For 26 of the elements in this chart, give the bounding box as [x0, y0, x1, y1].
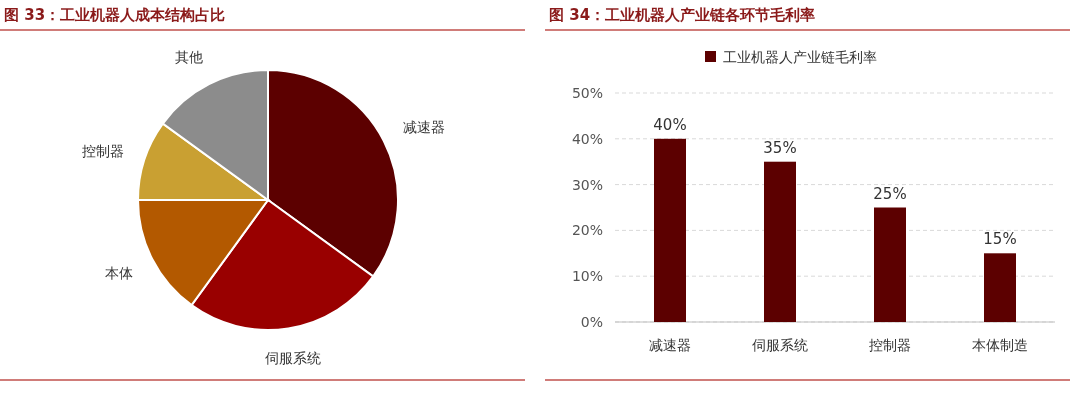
- chart-title: 图 34：工业机器人产业链各环节毛利率: [549, 6, 816, 24]
- data-label: 35%: [763, 138, 797, 157]
- y-tick-label: 30%: [571, 176, 603, 193]
- slice-label: 控制器: [81, 142, 124, 159]
- y-tick-label: 10%: [571, 268, 603, 285]
- data-label: 15%: [983, 230, 1017, 249]
- y-tick-label: 40%: [571, 130, 603, 147]
- chart-title: 图 33：工业机器人成本结构占比: [4, 6, 226, 24]
- slice-label: 减速器: [402, 119, 445, 136]
- y-tick-label: 20%: [571, 222, 603, 239]
- slice-label: 其他: [175, 49, 204, 66]
- bar: [654, 138, 686, 322]
- x-tick-label: 减速器: [649, 337, 691, 353]
- y-tick-label: 50%: [571, 85, 603, 101]
- x-tick-label: 伺服系统: [752, 337, 808, 353]
- data-label: 40%: [653, 115, 687, 134]
- slice-label: 伺服系统: [265, 350, 322, 367]
- legend-label: 工业机器人产业链毛利率: [723, 49, 877, 65]
- x-tick-label: 控制器: [869, 337, 911, 353]
- bar: [874, 207, 906, 322]
- y-tick-label: 0%: [580, 314, 603, 330]
- bar: [984, 253, 1016, 322]
- data-label: 25%: [873, 184, 907, 203]
- slice-label: 本体: [105, 264, 134, 281]
- bar: [764, 161, 796, 322]
- x-tick-label: 本体制造: [972, 337, 1028, 353]
